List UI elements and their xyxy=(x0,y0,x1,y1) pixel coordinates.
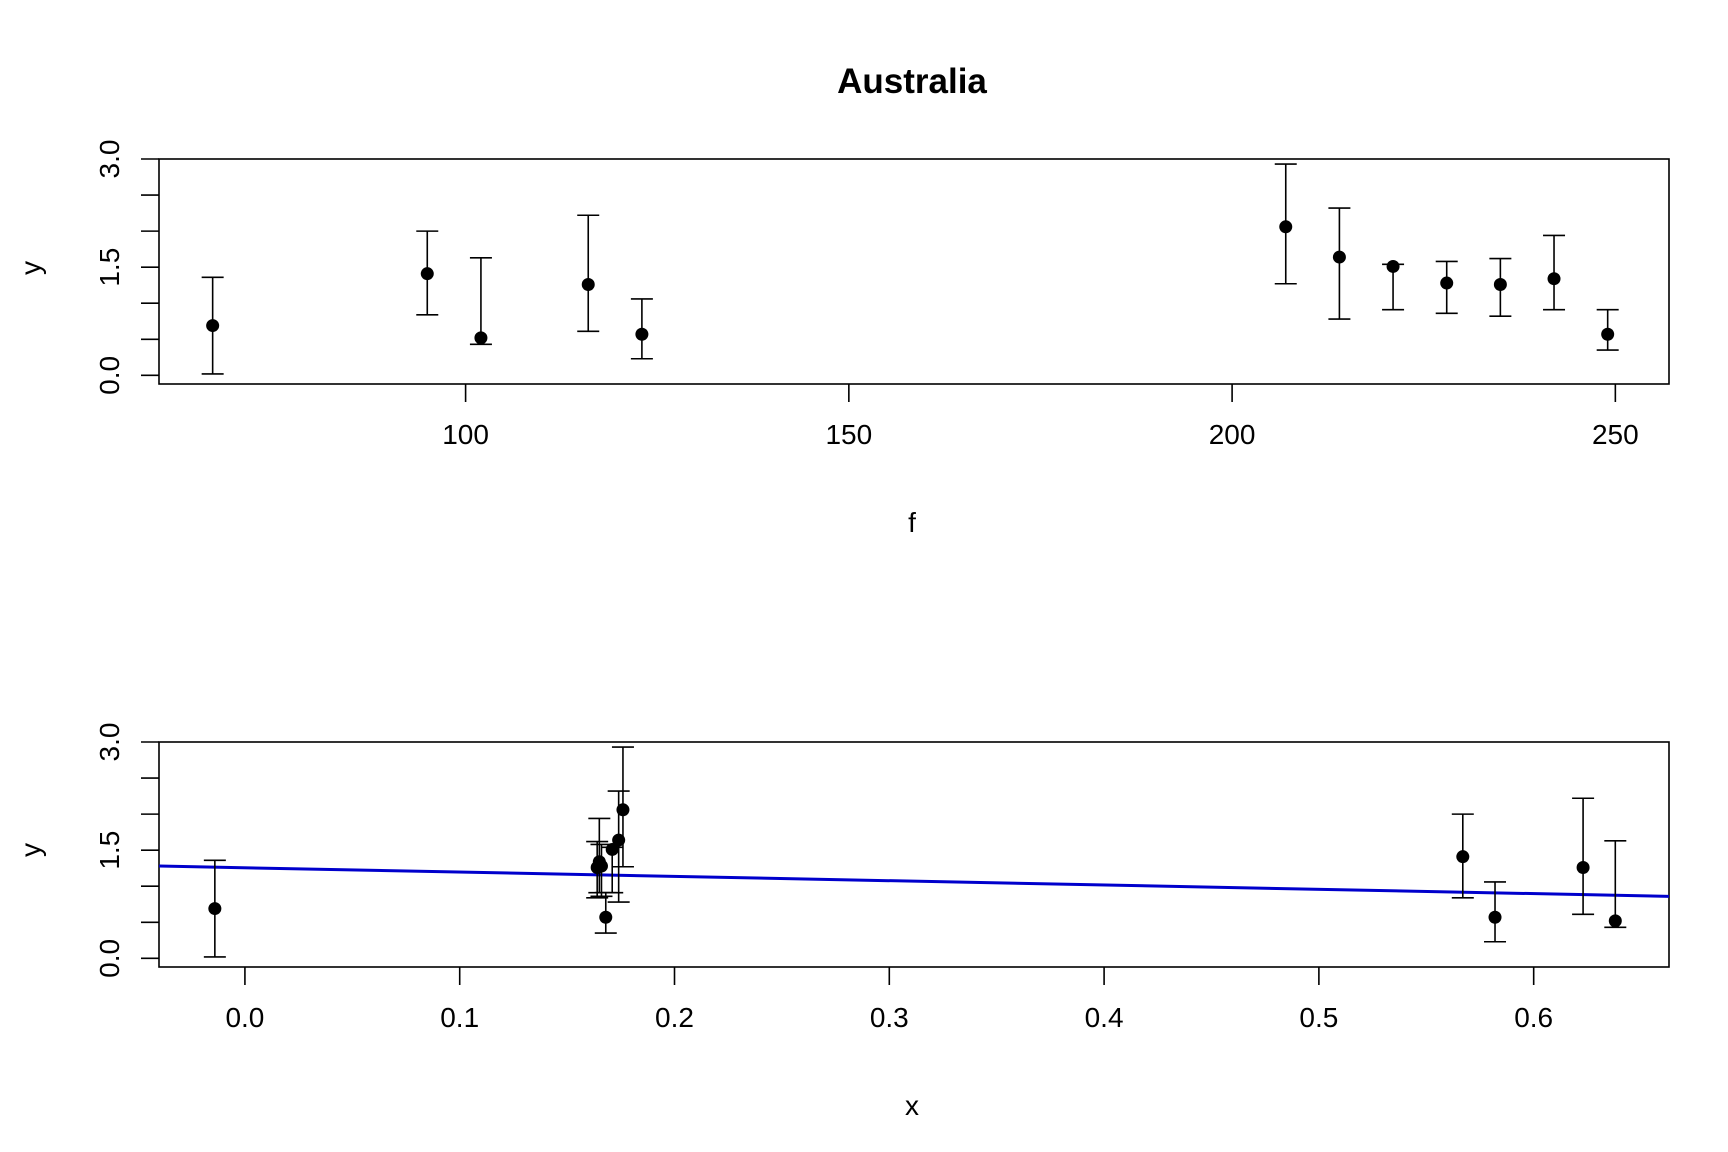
data-point-top xyxy=(420,267,434,281)
data-point-bottom xyxy=(616,803,630,817)
data-point-bottom xyxy=(1488,910,1502,924)
x-tick-label-top: 250 xyxy=(1592,419,1639,450)
data-point-bottom xyxy=(612,833,626,847)
chart-title: Australia xyxy=(837,62,987,101)
data-point-bottom xyxy=(594,859,608,873)
data-point-top xyxy=(1279,220,1293,234)
x-tick-label-bottom: 0.4 xyxy=(1085,1002,1124,1033)
y-axis-label-top: y xyxy=(15,261,46,275)
x-tick-label-bottom: 0.5 xyxy=(1299,1002,1338,1033)
x-tick-label-bottom: 0.3 xyxy=(870,1002,909,1033)
data-point-bottom xyxy=(599,910,613,924)
x-tick-label-bottom: 0.0 xyxy=(225,1002,264,1033)
y-axis-label-bottom: y xyxy=(15,843,46,857)
x-axis-label-bottom: x xyxy=(905,1090,919,1121)
data-point-top xyxy=(1547,272,1561,286)
data-point-top xyxy=(581,277,595,291)
data-point-top xyxy=(1386,259,1400,273)
plot-frame-top xyxy=(158,158,1670,385)
data-point-bottom xyxy=(605,842,619,856)
data-point-top xyxy=(1601,327,1615,341)
x-tick-label-bottom: 0.6 xyxy=(1514,1002,1553,1033)
data-point-top xyxy=(474,331,488,345)
x-tick-label-top: 200 xyxy=(1209,419,1256,450)
data-point-top xyxy=(1440,276,1454,290)
data-point-bottom xyxy=(208,902,222,916)
data-point-top xyxy=(635,327,649,341)
y-tick-label-top: 1.5 xyxy=(94,248,125,287)
data-point-bottom xyxy=(1608,914,1622,928)
x-tick-label-top: 100 xyxy=(442,419,489,450)
data-point-top xyxy=(1493,277,1507,291)
data-point-bottom xyxy=(1456,850,1470,864)
data-point-top xyxy=(1332,250,1346,264)
x-tick-label-top: 150 xyxy=(825,419,872,450)
data-point-bottom xyxy=(1576,860,1590,874)
y-tick-label-top: 0.0 xyxy=(94,356,125,395)
x-tick-label-bottom: 0.1 xyxy=(440,1002,479,1033)
y-tick-label-bottom: 3.0 xyxy=(94,723,125,762)
fit-line-bottom xyxy=(158,864,1670,898)
x-tick-label-bottom: 0.2 xyxy=(655,1002,694,1033)
data-point-top xyxy=(206,319,220,333)
x-axis-label-top: f xyxy=(908,507,916,538)
y-tick-label-bottom: 0.0 xyxy=(94,939,125,978)
plot-frame-bottom xyxy=(158,741,1670,968)
y-tick-label-bottom: 1.5 xyxy=(94,831,125,870)
y-tick-label-top: 3.0 xyxy=(94,140,125,179)
